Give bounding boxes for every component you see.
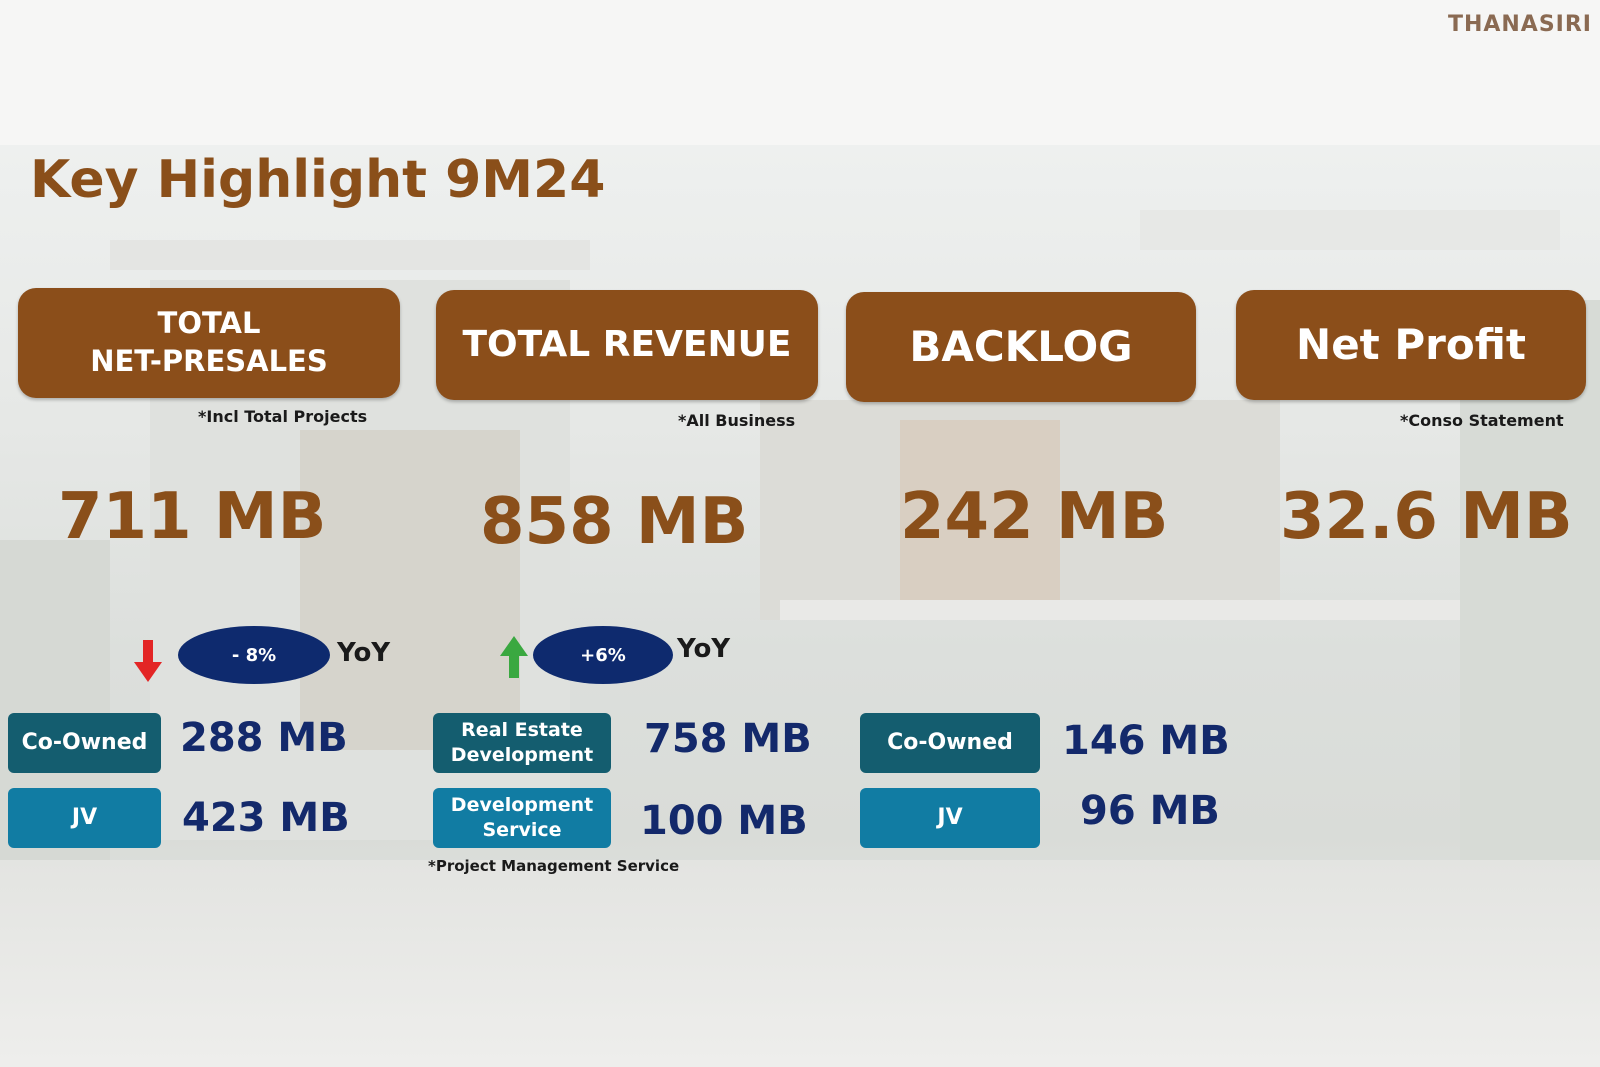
- value-total-revenue: 858 MB: [480, 485, 749, 559]
- value-backlog-co-owned: 146 MB: [1062, 718, 1230, 764]
- tag-presales-jv: JV: [8, 788, 161, 848]
- down-arrow-icon: [134, 640, 162, 682]
- page-title: Key Highlight 9M24: [30, 150, 606, 210]
- tag-line2: Service: [482, 819, 562, 841]
- value-revenue-real-estate: 758 MB: [644, 716, 812, 762]
- note-total-revenue: *All Business: [678, 411, 796, 430]
- note-net-presales: *Incl Total Projects: [198, 407, 368, 426]
- tag-line1: Development: [450, 794, 594, 817]
- value-backlog-jv: 96 MB: [1080, 788, 1220, 834]
- tag-line1: Real Estate: [461, 719, 583, 742]
- revenue-yoy-badge: +6%: [533, 626, 673, 684]
- revenue-yoy-label: YoY: [677, 634, 731, 664]
- tag-backlog-co-owned: Co-Owned: [860, 713, 1040, 773]
- card-header-line1: TOTAL: [157, 306, 261, 341]
- up-arrow-icon: [500, 636, 528, 678]
- tag-backlog-jv: JV: [860, 788, 1040, 848]
- tag-presales-co-owned: Co-Owned: [8, 713, 161, 773]
- card-header-backlog: BACKLOG: [846, 292, 1196, 402]
- card-header-line2: NET-PRESALES: [90, 344, 328, 378]
- card-header-net-presales: TOTAL NET-PRESALES: [18, 288, 400, 398]
- footnote-revenue: *Project Management Service: [428, 857, 680, 875]
- presales-yoy-label: YoY: [337, 638, 391, 668]
- card-header-net-profit: Net Profit: [1236, 290, 1586, 400]
- value-revenue-development-service: 100 MB: [640, 798, 808, 844]
- presales-yoy-badge: - 8%: [178, 626, 330, 684]
- value-net-presales: 711 MB: [58, 480, 327, 554]
- value-presales-co-owned: 288 MB: [180, 715, 348, 761]
- value-presales-jv: 423 MB: [182, 795, 350, 841]
- note-net-profit: *Conso Statement: [1400, 411, 1564, 430]
- card-header-total-revenue: TOTAL REVENUE: [436, 290, 818, 400]
- value-net-profit: 32.6 MB: [1280, 480, 1573, 554]
- value-backlog: 242 MB: [900, 480, 1169, 554]
- tag-revenue-development-service: Development Service: [433, 788, 611, 848]
- tag-revenue-real-estate: Real Estate Development: [433, 713, 611, 773]
- tag-line2: Development: [450, 744, 594, 766]
- brand-logo: THANASIRI: [1447, 12, 1592, 37]
